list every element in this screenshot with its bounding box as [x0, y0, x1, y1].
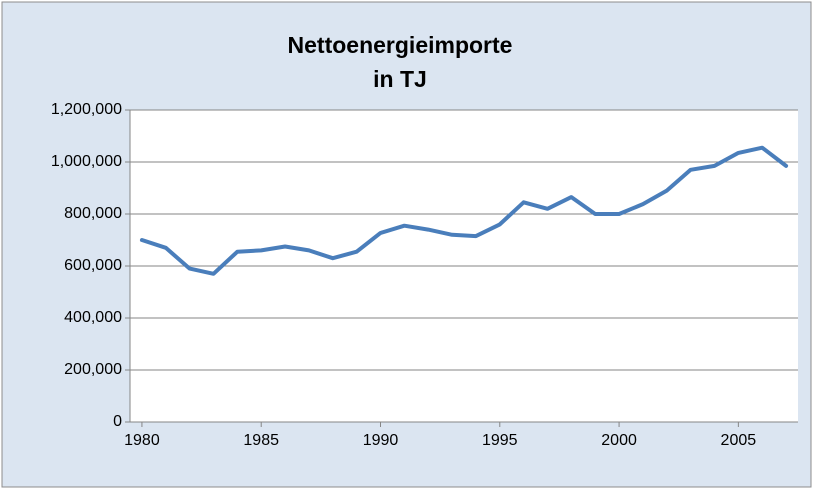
y-tick-label: 1,000,000 — [51, 153, 122, 170]
x-tick-label: 1985 — [243, 432, 279, 449]
chart-title: Nettoenergieimporte — [288, 32, 513, 58]
x-tick-label: 1980 — [124, 432, 160, 449]
line-series — [139, 145, 789, 276]
x-tick-label: 1995 — [482, 432, 518, 449]
chart-subtitle: in TJ — [373, 66, 427, 92]
y-tick-label: 200,000 — [64, 361, 122, 378]
y-tick-label: 600,000 — [64, 257, 122, 274]
y-tick-label: 800,000 — [64, 205, 122, 222]
y-tick-label: 1,200,000 — [51, 101, 122, 118]
y-tick-label: 0 — [113, 413, 122, 430]
x-tick-label: 1990 — [363, 432, 399, 449]
x-tick-label: 2005 — [721, 432, 757, 449]
x-tick-label: 2000 — [601, 432, 637, 449]
y-tick-label: 400,000 — [64, 309, 122, 326]
